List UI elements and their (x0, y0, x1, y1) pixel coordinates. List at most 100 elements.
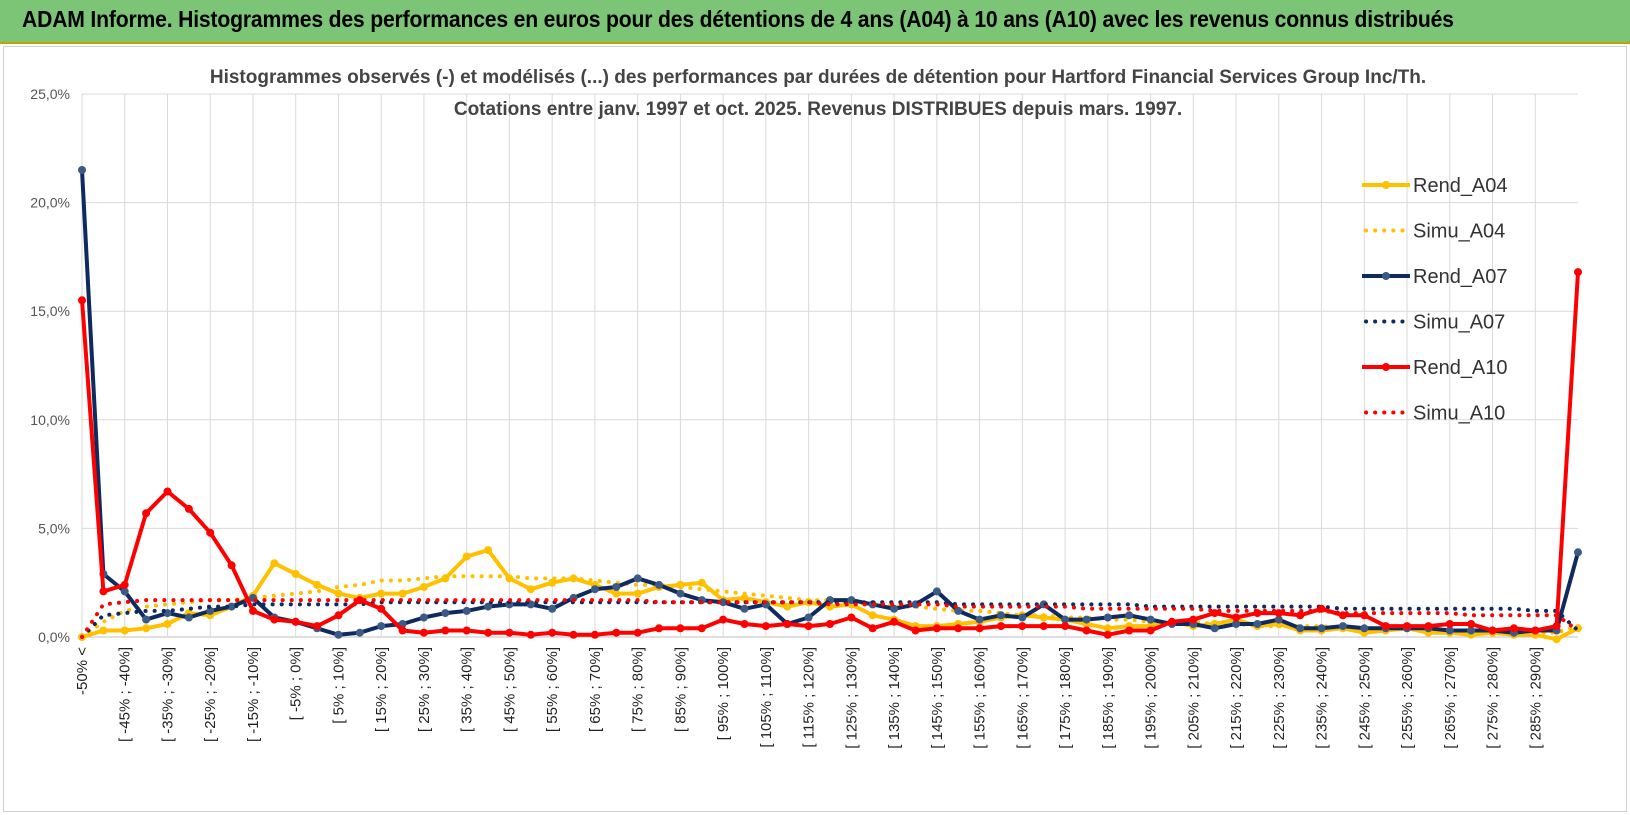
legend-label: Simu_A10 (1413, 403, 1505, 425)
data-point (633, 628, 642, 637)
chart-title: Histogrammes observés (-) et modélisés (… (210, 67, 1426, 88)
data-point (975, 624, 984, 633)
data-point (334, 611, 343, 620)
data-point (1103, 624, 1112, 633)
data-point (270, 559, 279, 568)
data-point (1403, 622, 1411, 631)
x-tick-label: [ 245% ; 250%] (1356, 647, 1373, 749)
data-point (142, 615, 151, 624)
data-point (612, 589, 621, 598)
legend-label: Simu_A07 (1413, 312, 1505, 334)
data-point (826, 620, 834, 628)
legend-marker (1382, 181, 1390, 189)
y-tick-label: 5,0% (38, 520, 70, 536)
data-point (1445, 620, 1454, 628)
data-point (1146, 615, 1155, 624)
data-point (526, 630, 535, 639)
data-point (484, 602, 493, 611)
x-tick-label: [ 155% ; 160%] (972, 647, 989, 749)
data-point (1103, 630, 1112, 639)
data-point (1210, 609, 1219, 618)
series-rend-a10 (78, 268, 1582, 639)
data-point (1146, 626, 1155, 635)
x-tick-label: [ -5% ; 0%] (288, 647, 305, 720)
data-point (227, 561, 236, 570)
x-tick-label: [ 145% ; 150%] (929, 647, 946, 749)
data-point (313, 580, 322, 589)
data-point (419, 613, 428, 622)
data-point (1232, 613, 1241, 622)
data-point (890, 604, 899, 613)
data-point (99, 626, 108, 635)
y-tick-label: 20,0% (30, 195, 70, 211)
data-point (313, 622, 322, 631)
data-point (932, 624, 941, 633)
data-point (1274, 609, 1283, 618)
x-tick-label: [ 165% ; 170%] (1014, 647, 1031, 749)
x-tick-label: [ 255% ; 260%] (1399, 647, 1416, 749)
data-point (120, 587, 129, 596)
data-point (1424, 622, 1433, 631)
data-point (120, 580, 129, 589)
data-point (1445, 626, 1454, 635)
data-point (227, 602, 236, 611)
data-point (783, 602, 792, 611)
series-line (80, 600, 1580, 639)
legend-entry: Rend_A04 (1362, 175, 1508, 197)
data-point (462, 606, 471, 615)
x-tick-label: [ 55% ; 60%] (544, 647, 561, 732)
chart-frame (3, 46, 1627, 812)
x-tick-label: [ 125% ; 130%] (843, 647, 860, 749)
data-point (697, 624, 706, 633)
data-point (291, 570, 300, 578)
data-point (1125, 611, 1134, 620)
data-point (484, 546, 493, 555)
legend-marker (1382, 272, 1390, 280)
x-tick-label: [ 195% ; 200%] (1143, 647, 1160, 749)
data-point (142, 624, 151, 633)
data-point (419, 628, 428, 637)
gridlines (81, 93, 1578, 638)
data-point (633, 589, 642, 598)
y-tick-label: 0,0% (38, 629, 70, 645)
x-tick-label: [ 35% ; 40%] (459, 647, 476, 732)
data-point (1210, 624, 1219, 633)
data-point (78, 166, 86, 174)
series-line (80, 598, 1580, 639)
x-tick-label: [ 115% ; 120%] (801, 647, 818, 748)
report-title: ADAM Informe. Histogrammes des performan… (22, 6, 1454, 32)
x-tick-label: [ 85% ; 90%] (672, 647, 689, 732)
data-point (997, 611, 1005, 620)
data-point (1574, 268, 1582, 277)
data-point (1488, 626, 1497, 635)
data-point (1082, 626, 1091, 635)
data-point (1467, 626, 1476, 635)
x-tick-label: [ 225% ; 230%] (1271, 647, 1288, 749)
x-tick-label: [ 95% ; 100%] (715, 647, 732, 740)
data-point (612, 583, 621, 591)
data-point (398, 626, 407, 635)
data-point (249, 606, 257, 615)
data-point (740, 593, 749, 602)
data-point (1360, 624, 1369, 633)
data-point (1552, 622, 1561, 631)
data-point (1039, 622, 1048, 631)
data-point (954, 624, 963, 633)
data-point (719, 598, 728, 607)
series-simu-a10 (80, 598, 1580, 639)
data-point (676, 624, 685, 633)
data-point (377, 622, 386, 631)
data-point (526, 585, 535, 594)
data-point (1018, 622, 1027, 631)
legend-entry: Rend_A07 (1362, 266, 1508, 288)
x-tick-label: [ 175% ; 180%] (1057, 647, 1074, 749)
data-point (1125, 626, 1134, 635)
data-point (655, 624, 663, 633)
data-point (569, 630, 578, 639)
data-point (1296, 611, 1305, 620)
data-point (911, 626, 920, 635)
data-point (847, 613, 856, 622)
series-lines (78, 166, 1582, 644)
data-point (676, 589, 685, 598)
x-tick-label: [ -35% ; -30%] (159, 647, 176, 742)
